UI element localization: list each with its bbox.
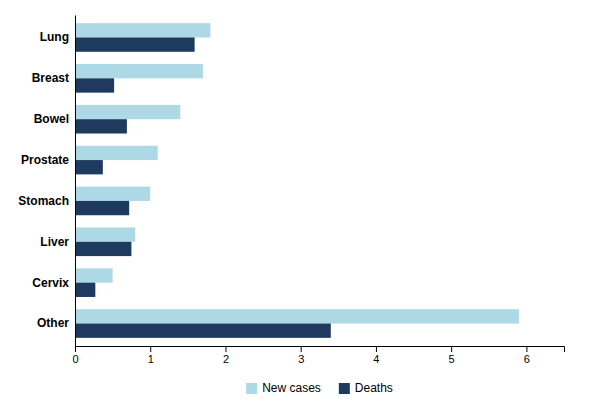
tick: Prostate — [21, 153, 75, 167]
tick: 5 — [449, 346, 455, 365]
tick-label: 4 — [373, 353, 379, 365]
bar — [75, 268, 113, 282]
tick-mark — [75, 346, 76, 352]
legend: New cases Deaths — [246, 381, 393, 395]
series — [75, 37, 331, 337]
tick-label: 5 — [449, 353, 455, 365]
tick: Other — [37, 316, 75, 330]
legend-item: New cases — [246, 381, 321, 395]
tick: Cervix — [32, 276, 75, 290]
tick-label: Cervix — [32, 276, 69, 290]
bar — [75, 201, 129, 215]
tick-label: Lung — [40, 30, 69, 44]
tick-label: 6 — [524, 353, 530, 365]
chart: 0 1 2 3 4 5 6 Other Cervix Liver Stomach Prostate Bo… — [0, 0, 589, 408]
bar — [75, 146, 158, 160]
tick: 0 — [72, 346, 78, 365]
tick-label: 2 — [223, 353, 229, 365]
tick-mark — [526, 346, 527, 352]
bar — [75, 119, 127, 133]
bar — [75, 78, 114, 92]
legend-item: Deaths — [339, 381, 393, 395]
tick: 1 — [148, 346, 154, 365]
bars — [75, 23, 519, 338]
tick-label: Stomach — [18, 194, 69, 208]
y-axis: Other Cervix Liver Stomach Prostate Bowel Brea… — [18, 16, 75, 347]
bar — [75, 309, 519, 323]
tick: Bowel — [34, 112, 75, 126]
tick: 4 — [373, 346, 379, 365]
bar — [75, 23, 210, 37]
tick-mark — [150, 346, 151, 352]
legend-label: New cases — [262, 381, 321, 395]
tick: 3 — [298, 346, 304, 365]
tick-mark — [451, 346, 452, 352]
tick: 2 — [223, 346, 229, 365]
bar — [75, 242, 131, 256]
bar — [75, 160, 103, 174]
legend-label: Deaths — [355, 381, 393, 395]
tick-label: Liver — [40, 235, 69, 249]
series — [75, 23, 519, 323]
tick: Lung — [40, 30, 75, 44]
bar — [75, 105, 180, 119]
bar — [75, 227, 135, 241]
tick-mark — [376, 346, 377, 352]
bar — [75, 64, 203, 78]
bar — [75, 187, 150, 201]
plot: 0 1 2 3 4 5 6 Other Cervix Liver Stomach Prostate Bo… — [18, 16, 564, 365]
bar — [75, 283, 95, 297]
legend-swatch — [339, 383, 350, 394]
x-axis: 0 1 2 3 4 5 6 — [72, 346, 564, 365]
tick: 6 — [524, 346, 530, 365]
bar — [75, 324, 331, 338]
tick-label: Bowel — [34, 112, 69, 126]
tick-label: 3 — [298, 353, 304, 365]
tick-label: Prostate — [21, 153, 69, 167]
tick-label: Breast — [32, 71, 69, 85]
tick: Liver — [40, 235, 75, 249]
axis-line — [76, 347, 565, 353]
bar — [75, 37, 195, 51]
tick: Breast — [32, 71, 75, 85]
legend-swatch — [246, 383, 257, 394]
tick-label: 0 — [72, 353, 78, 365]
tick-mark — [301, 346, 302, 352]
tick-label: Other — [37, 316, 69, 330]
tick-mark — [225, 346, 226, 352]
axis-line — [75, 16, 76, 347]
tick-label: 1 — [148, 353, 154, 365]
tick: Stomach — [18, 194, 75, 208]
